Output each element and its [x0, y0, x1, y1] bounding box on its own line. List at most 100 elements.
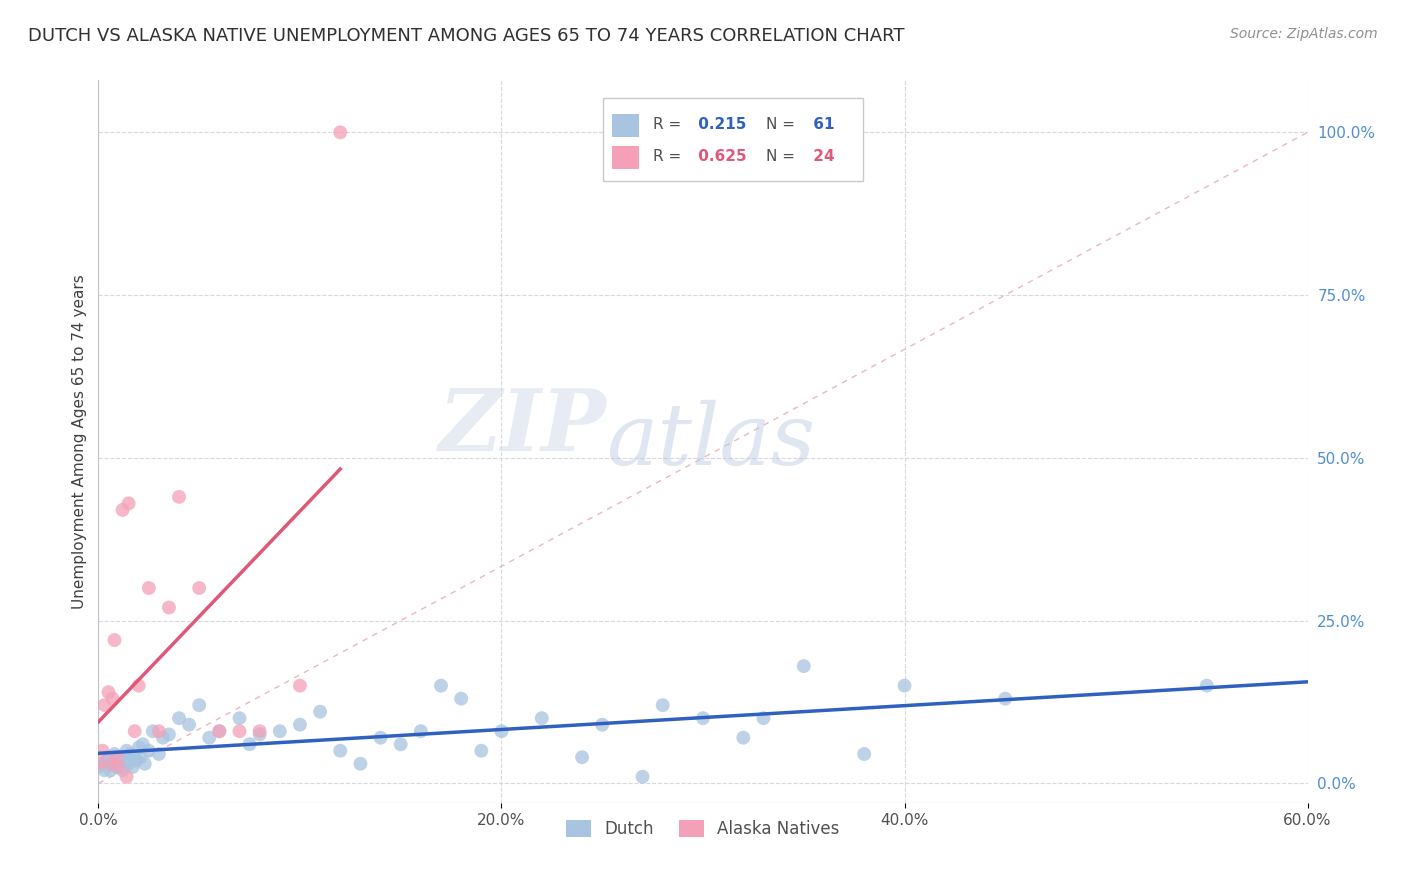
Point	[129, 750, 152, 764]
Point	[179, 717, 201, 731]
Point	[118, 496, 141, 510]
Text: ZIP: ZIP	[439, 385, 606, 469]
Point	[329, 744, 352, 758]
Point	[793, 659, 815, 673]
Text: atlas: atlas	[606, 401, 815, 483]
Point	[491, 724, 513, 739]
Point	[409, 724, 432, 739]
Point	[208, 724, 231, 739]
Point	[530, 711, 553, 725]
Point	[571, 750, 593, 764]
Point	[100, 756, 122, 771]
Point	[370, 731, 392, 745]
Point	[134, 756, 156, 771]
Text: Source: ZipAtlas.com: Source: ZipAtlas.com	[1230, 27, 1378, 41]
Text: N =: N =	[766, 117, 794, 132]
Point	[631, 770, 654, 784]
Text: 24: 24	[808, 149, 835, 163]
Point	[208, 724, 231, 739]
Point	[288, 679, 311, 693]
Point	[93, 698, 115, 713]
Text: N =: N =	[766, 149, 794, 163]
Point	[430, 679, 453, 693]
Point	[101, 691, 124, 706]
Point	[103, 633, 125, 648]
Point	[249, 727, 271, 741]
Point	[450, 691, 472, 706]
Point	[132, 737, 155, 751]
Point	[470, 744, 492, 758]
Point	[124, 750, 146, 764]
Point	[125, 754, 148, 768]
Point	[288, 717, 311, 731]
Point	[249, 724, 271, 739]
Point	[107, 760, 129, 774]
Point	[167, 711, 190, 725]
Point	[93, 764, 115, 778]
Point	[115, 770, 138, 784]
Point	[105, 760, 128, 774]
Point	[115, 744, 138, 758]
Point	[148, 747, 170, 761]
Point	[138, 581, 160, 595]
Point	[120, 747, 142, 761]
Point	[188, 581, 211, 595]
Point	[651, 698, 673, 713]
Point	[91, 744, 114, 758]
Point	[752, 711, 775, 725]
Point	[994, 691, 1017, 706]
Point	[148, 724, 170, 739]
Point	[389, 737, 412, 751]
Point	[105, 750, 128, 764]
Point	[167, 490, 190, 504]
Legend: Dutch, Alaska Natives: Dutch, Alaska Natives	[560, 814, 846, 845]
Point	[103, 747, 125, 761]
Point	[692, 711, 714, 725]
Point	[309, 705, 332, 719]
Point	[100, 764, 122, 778]
Point	[107, 756, 129, 771]
Point	[893, 679, 915, 693]
Point	[101, 756, 124, 771]
Point	[128, 679, 150, 693]
Point	[157, 600, 180, 615]
Point	[349, 756, 371, 771]
Point	[87, 760, 110, 774]
Point	[97, 750, 120, 764]
Point	[157, 727, 180, 741]
Point	[96, 754, 118, 768]
Point	[591, 717, 613, 731]
Point	[111, 503, 134, 517]
Point	[110, 750, 132, 764]
Point	[97, 685, 120, 699]
Text: R =: R =	[654, 117, 682, 132]
Point	[124, 724, 146, 739]
FancyBboxPatch shape	[613, 114, 638, 137]
Point	[198, 731, 221, 745]
Point	[121, 760, 143, 774]
Point	[87, 756, 110, 771]
Point	[228, 724, 250, 739]
Point	[152, 731, 174, 745]
Point	[114, 754, 136, 768]
Point	[138, 744, 160, 758]
Point	[1195, 679, 1218, 693]
FancyBboxPatch shape	[613, 146, 638, 169]
Text: 0.625: 0.625	[693, 149, 747, 163]
Point	[188, 698, 211, 713]
Text: 61: 61	[808, 117, 835, 132]
FancyBboxPatch shape	[603, 98, 863, 181]
Point	[853, 747, 876, 761]
Point	[118, 756, 141, 771]
Point	[91, 756, 114, 771]
Point	[128, 740, 150, 755]
Y-axis label: Unemployment Among Ages 65 to 74 years: Unemployment Among Ages 65 to 74 years	[72, 274, 87, 609]
Point	[228, 711, 250, 725]
Point	[733, 731, 755, 745]
Point	[329, 125, 352, 139]
Point	[111, 764, 134, 778]
Point	[239, 737, 262, 751]
Text: R =: R =	[654, 149, 682, 163]
Point	[269, 724, 291, 739]
Text: DUTCH VS ALASKA NATIVE UNEMPLOYMENT AMONG AGES 65 TO 74 YEARS CORRELATION CHART: DUTCH VS ALASKA NATIVE UNEMPLOYMENT AMON…	[28, 27, 904, 45]
